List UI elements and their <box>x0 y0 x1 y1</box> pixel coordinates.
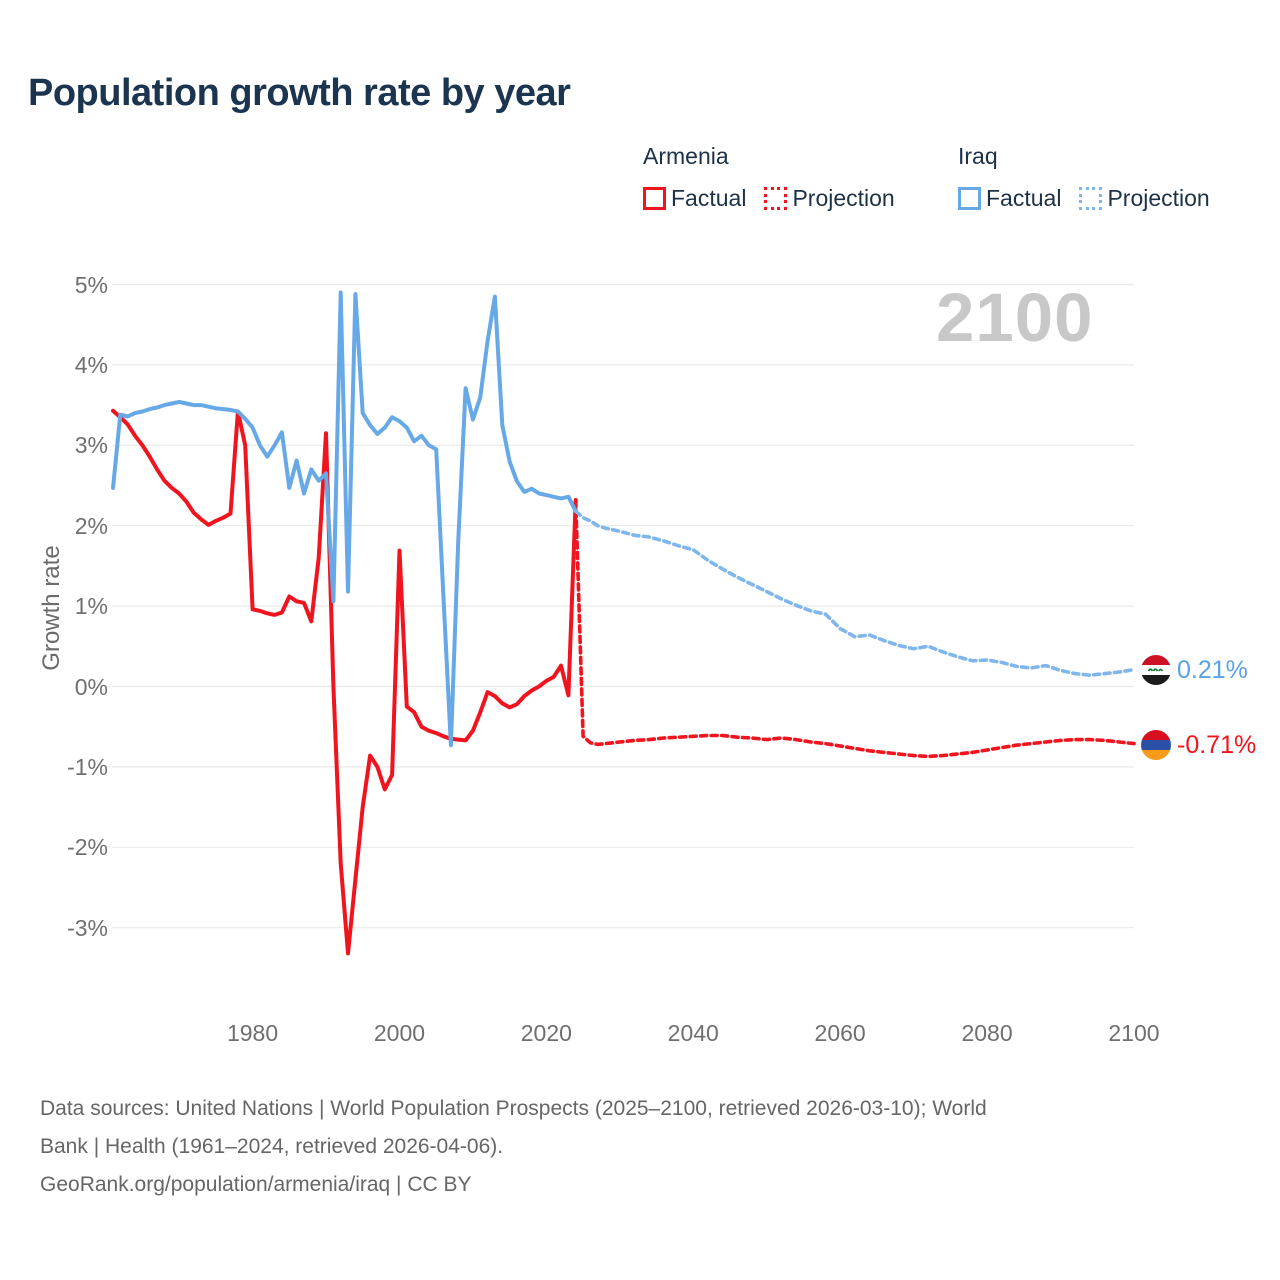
armenia-factual-marker-icon <box>643 187 666 210</box>
end-label-armenia: -0.71% <box>1141 730 1256 760</box>
watermark-year: 2100 <box>936 279 1094 356</box>
legend-group-armenia: Armenia Factual Projection <box>643 143 895 212</box>
y-tick-2%: 2% <box>74 512 108 539</box>
y-tick-3%: 3% <box>74 432 108 459</box>
armenia-flag-icon <box>1141 730 1171 760</box>
chart-line-armenia-projection <box>573 498 1136 759</box>
footer-sources-line-2: Bank | Health (1961–2024, retrieved 2026… <box>40 1135 504 1158</box>
x-tick-2060: 2060 <box>814 1020 866 1046</box>
legend-country-armenia: Armenia <box>643 143 729 169</box>
footer-sources-line-1: Data sources: United Nations | World Pop… <box>40 1097 987 1120</box>
page-title: Population growth rate by year <box>28 72 571 114</box>
y-tick-5%: 5% <box>74 271 108 298</box>
end-label-iraq: 0.21% <box>1141 655 1248 685</box>
y-tick-4%: 4% <box>74 351 108 378</box>
iraq-factual-marker-icon <box>958 187 981 210</box>
chart-line-iraq-factual <box>111 290 578 748</box>
iraq-projection-marker-icon <box>1079 187 1103 210</box>
y-tick--1%: -1% <box>67 753 108 780</box>
legend-row-armenia: Factual Projection <box>643 185 895 212</box>
iraq-flag-icon <box>1141 655 1171 685</box>
chart-line-iraq-projection <box>573 509 1136 677</box>
legend-label: Projection <box>1107 185 1210 211</box>
legend-label: Projection <box>792 185 895 211</box>
legend-label: Factual <box>671 185 747 211</box>
y-tick-1%: 1% <box>74 593 108 620</box>
x-tick-2100: 2100 <box>1108 1020 1160 1046</box>
x-tick-2080: 2080 <box>961 1020 1013 1046</box>
legend-label: Factual <box>986 185 1062 211</box>
footer-attribution: GeoRank.org/population/armenia/iraq | CC… <box>40 1173 472 1196</box>
chart-line-armenia-factual <box>111 408 578 956</box>
armenia-end-value: -0.71% <box>1177 730 1257 759</box>
x-tick-2020: 2020 <box>520 1020 572 1046</box>
armenia-projection-marker-icon <box>764 187 788 210</box>
legend-row-iraq: Factual Projection <box>958 185 1210 212</box>
x-tick-1980: 1980 <box>226 1020 279 1046</box>
x-tick-2040: 2040 <box>667 1020 719 1046</box>
legend-group-iraq: Iraq Factual Projection <box>958 143 1210 212</box>
legend-country-iraq: Iraq <box>958 143 998 169</box>
legend-item-armenia-factual[interactable]: Factual <box>643 185 746 212</box>
y-tick-0%: 0% <box>74 673 108 700</box>
x-tick-2000: 2000 <box>373 1020 426 1046</box>
y-tick--2%: -2% <box>67 834 108 861</box>
y-tick--3%: -3% <box>67 914 108 941</box>
footer: Data sources: United Nations | World Pop… <box>40 1090 987 1204</box>
legend-item-iraq-projection[interactable]: Projection <box>1079 185 1210 212</box>
iraq-end-value: 0.21% <box>1177 655 1248 684</box>
legend-item-iraq-factual[interactable]: Factual <box>958 185 1061 212</box>
legend-item-armenia-projection[interactable]: Projection <box>764 185 895 212</box>
